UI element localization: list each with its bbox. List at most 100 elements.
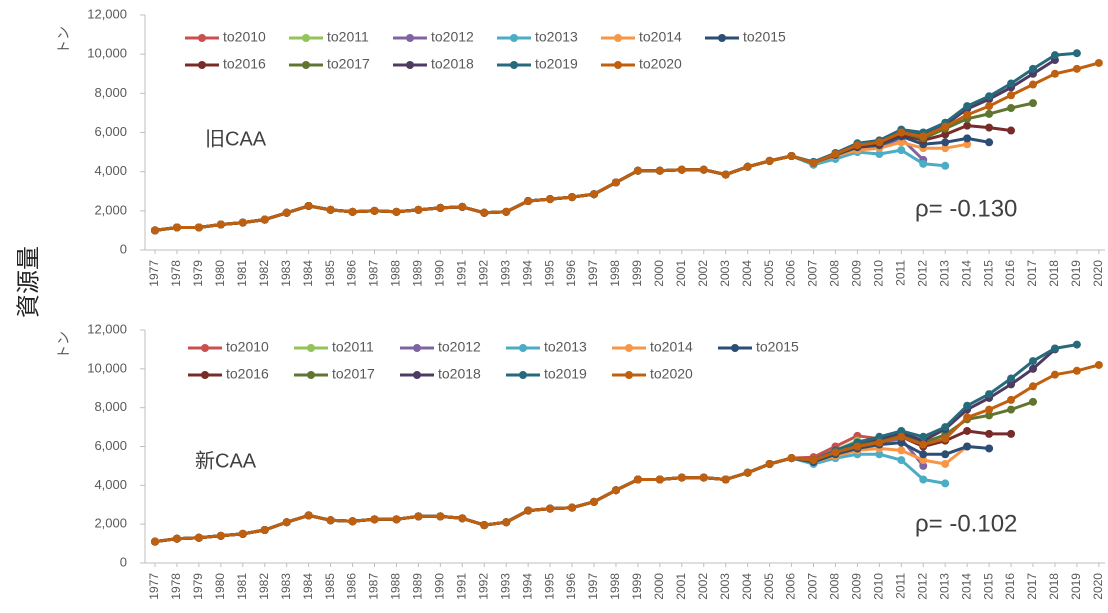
legend-label: to2011 bbox=[332, 339, 374, 355]
data-point bbox=[743, 162, 752, 171]
series bbox=[151, 360, 1103, 546]
data-point bbox=[941, 144, 950, 153]
data-point bbox=[480, 208, 489, 217]
legend-marker bbox=[413, 344, 421, 352]
y-tick-label: 8,000 bbox=[94, 85, 127, 100]
data-point bbox=[151, 226, 159, 235]
data-point bbox=[897, 138, 906, 147]
x-tick-label: 2009 bbox=[850, 260, 864, 287]
y-tick-label: 2,000 bbox=[94, 202, 127, 217]
series bbox=[151, 138, 972, 235]
x-tick-label: 2001 bbox=[674, 260, 688, 287]
data-point bbox=[677, 165, 686, 174]
data-point bbox=[699, 165, 708, 174]
x-tick-label: 1995 bbox=[542, 260, 556, 287]
data-point bbox=[941, 138, 950, 147]
legend-label: to2017 bbox=[332, 366, 375, 382]
x-tick-label: 1995 bbox=[542, 573, 556, 600]
x-tick-label: 2007 bbox=[806, 573, 820, 600]
annotation: 新CAA bbox=[195, 449, 257, 472]
data-point bbox=[985, 390, 994, 399]
data-point bbox=[875, 138, 884, 147]
x-tick-label: 1992 bbox=[476, 573, 490, 600]
legend-marker bbox=[198, 61, 206, 69]
series-line bbox=[154, 437, 925, 544]
data-point bbox=[1072, 366, 1081, 375]
data-point bbox=[611, 178, 620, 187]
x-tick-label: 2008 bbox=[828, 260, 842, 287]
y-tick-label: 4,000 bbox=[94, 477, 127, 492]
data-point bbox=[985, 405, 994, 414]
data-point bbox=[1029, 99, 1037, 108]
data-point bbox=[1072, 64, 1081, 73]
data-point bbox=[370, 515, 379, 524]
data-point bbox=[941, 434, 950, 443]
data-point bbox=[546, 504, 555, 513]
data-point bbox=[304, 201, 313, 210]
data-point bbox=[985, 444, 994, 453]
legend-marker bbox=[307, 344, 315, 352]
x-tick-label: 1989 bbox=[411, 573, 425, 600]
legend-marker bbox=[201, 344, 209, 352]
x-tick-label: 1989 bbox=[411, 260, 425, 287]
x-tick-label: 2017 bbox=[1025, 260, 1039, 287]
annotation: 旧CAA bbox=[205, 128, 267, 150]
series-line bbox=[154, 452, 946, 544]
data-point bbox=[941, 423, 950, 432]
data-point bbox=[655, 166, 664, 175]
data-point bbox=[1050, 344, 1059, 353]
data-point bbox=[897, 432, 906, 441]
data-point bbox=[458, 202, 467, 211]
data-point bbox=[1029, 364, 1037, 373]
annotation: ρ= -0.130 bbox=[915, 195, 1017, 222]
data-point bbox=[326, 516, 335, 525]
data-point bbox=[151, 537, 159, 546]
legend-marker bbox=[625, 371, 633, 379]
x-tick-label: 2004 bbox=[740, 573, 754, 600]
data-point bbox=[963, 140, 972, 149]
y-tick-label: 0 bbox=[120, 554, 127, 569]
data-point bbox=[216, 531, 225, 540]
x-tick-label: 1996 bbox=[564, 573, 578, 600]
x-tick-label: 1981 bbox=[235, 260, 249, 287]
legend-label: to2012 bbox=[438, 339, 481, 355]
data-point bbox=[436, 512, 445, 521]
x-tick-label: 1992 bbox=[476, 260, 490, 287]
x-tick-label: 2000 bbox=[652, 260, 666, 287]
legend-marker bbox=[307, 371, 315, 379]
x-tick-label: 2005 bbox=[762, 573, 776, 600]
data-point bbox=[963, 134, 972, 143]
data-point bbox=[787, 454, 796, 463]
x-tick-label: 2003 bbox=[718, 573, 732, 600]
data-point bbox=[941, 161, 950, 170]
x-tick-label: 1983 bbox=[279, 260, 293, 287]
series bbox=[151, 442, 972, 546]
legend-marker bbox=[625, 344, 633, 352]
data-point bbox=[897, 438, 906, 447]
data-point bbox=[985, 109, 994, 118]
data-point bbox=[282, 518, 291, 527]
data-point bbox=[172, 223, 181, 232]
data-point bbox=[1007, 429, 1016, 438]
data-point bbox=[919, 440, 928, 449]
x-tick-label: 2012 bbox=[915, 573, 929, 600]
y-tick-label: 10,000 bbox=[87, 360, 127, 375]
x-tick-label: 1999 bbox=[630, 260, 644, 287]
x-tick-label: 1977 bbox=[147, 260, 161, 287]
data-point bbox=[985, 138, 994, 147]
data-point bbox=[392, 207, 401, 216]
legend-label: to2013 bbox=[535, 29, 578, 45]
legend-label: to2010 bbox=[223, 29, 266, 45]
data-point bbox=[941, 459, 950, 468]
shared-y-label: 資源量 bbox=[15, 246, 42, 318]
data-point bbox=[963, 413, 972, 422]
legend-marker bbox=[201, 371, 209, 379]
data-point bbox=[787, 152, 796, 160]
data-point bbox=[963, 426, 972, 435]
data-point bbox=[963, 121, 972, 130]
legend-marker bbox=[413, 371, 421, 379]
legend-label: to2014 bbox=[650, 339, 693, 355]
legend-marker bbox=[198, 34, 206, 42]
data-point bbox=[1050, 370, 1059, 379]
x-tick-label: 2014 bbox=[959, 260, 973, 287]
